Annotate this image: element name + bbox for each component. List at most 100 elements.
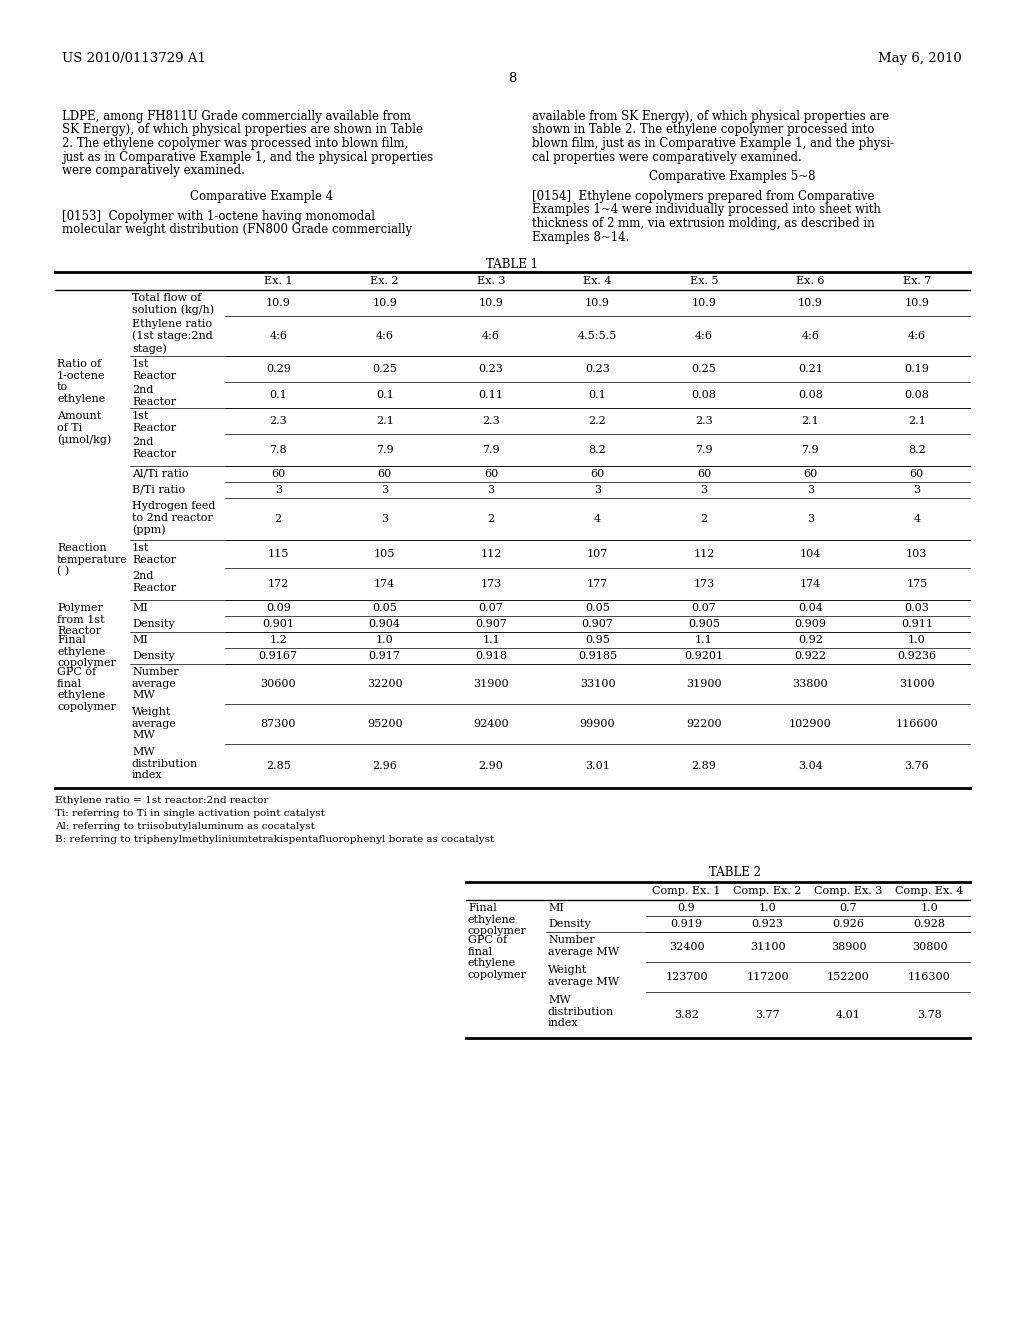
Text: 30800: 30800 [911, 942, 947, 952]
Text: 2.3: 2.3 [269, 416, 287, 426]
Text: 1st
Reactor: 1st Reactor [132, 359, 176, 380]
Text: 115: 115 [267, 549, 289, 558]
Text: 2.96: 2.96 [372, 762, 397, 771]
Text: 152200: 152200 [827, 972, 869, 982]
Text: 116300: 116300 [908, 972, 951, 982]
Text: Final
ethylene
copolymer: Final ethylene copolymer [468, 903, 527, 936]
Text: 0.1: 0.1 [269, 389, 287, 400]
Text: were comparatively examined.: were comparatively examined. [62, 164, 245, 177]
Text: 4.5:5.5: 4.5:5.5 [578, 331, 617, 341]
Text: 60: 60 [591, 469, 604, 479]
Text: 0.25: 0.25 [691, 364, 717, 374]
Text: 0.928: 0.928 [913, 919, 945, 929]
Text: Comp. Ex. 1: Comp. Ex. 1 [652, 886, 721, 896]
Text: Ti: referring to Ti in single activation point catalyst: Ti: referring to Ti in single activation… [55, 809, 325, 818]
Text: GPC of
final
ethylene
copolymer: GPC of final ethylene copolymer [57, 667, 116, 711]
Text: 0.07: 0.07 [691, 603, 717, 612]
Text: 7.9: 7.9 [482, 445, 500, 455]
Text: May 6, 2010: May 6, 2010 [879, 51, 962, 65]
Text: 1.2: 1.2 [269, 635, 287, 645]
Text: 173: 173 [693, 579, 715, 589]
Text: 10.9: 10.9 [478, 298, 504, 308]
Text: 107: 107 [587, 549, 608, 558]
Text: 0.7: 0.7 [840, 903, 857, 913]
Text: 0.92: 0.92 [798, 635, 823, 645]
Text: 0.907: 0.907 [475, 619, 507, 630]
Text: 173: 173 [480, 579, 502, 589]
Text: Density: Density [132, 619, 175, 630]
Text: Density: Density [132, 651, 175, 661]
Text: 3.76: 3.76 [904, 762, 929, 771]
Text: 8.2: 8.2 [908, 445, 926, 455]
Text: 102900: 102900 [788, 719, 831, 729]
Text: Comp. Ex. 3: Comp. Ex. 3 [814, 886, 883, 896]
Text: 7.9: 7.9 [376, 445, 393, 455]
Text: Density: Density [548, 919, 591, 929]
Text: 0.08: 0.08 [904, 389, 929, 400]
Text: 60: 60 [803, 469, 817, 479]
Text: [0153]  Copolymer with 1-octene having monomodal: [0153] Copolymer with 1-octene having mo… [62, 210, 375, 223]
Text: Ethylene ratio
(1st stage:2nd
stage): Ethylene ratio (1st stage:2nd stage) [132, 319, 213, 354]
Text: 0.23: 0.23 [478, 364, 504, 374]
Text: 0.926: 0.926 [833, 919, 864, 929]
Text: 103: 103 [906, 549, 928, 558]
Text: 2.2: 2.2 [589, 416, 606, 426]
Text: Weight
average MW: Weight average MW [548, 965, 620, 986]
Text: 1.0: 1.0 [759, 903, 776, 913]
Text: 0.29: 0.29 [266, 364, 291, 374]
Text: 4: 4 [913, 513, 921, 524]
Text: 0.909: 0.909 [795, 619, 826, 630]
Text: 0.1: 0.1 [376, 389, 393, 400]
Text: SK Energy), of which physical properties are shown in Table: SK Energy), of which physical properties… [62, 124, 423, 136]
Text: 3.78: 3.78 [918, 1010, 942, 1020]
Text: 3: 3 [381, 513, 388, 524]
Text: 4.01: 4.01 [836, 1010, 861, 1020]
Text: Hydrogen feed
to 2nd reactor
(ppm): Hydrogen feed to 2nd reactor (ppm) [132, 502, 215, 535]
Text: 0.19: 0.19 [904, 364, 929, 374]
Text: GPC of
final
ethylene
copolymer: GPC of final ethylene copolymer [468, 935, 527, 979]
Text: LDPE, among FH811U Grade commercially available from: LDPE, among FH811U Grade commercially av… [62, 110, 411, 123]
Text: Comparative Examples 5~8: Comparative Examples 5~8 [649, 170, 815, 183]
Text: Ethylene ratio = 1st reactor:2nd reactor: Ethylene ratio = 1st reactor:2nd reactor [55, 796, 268, 805]
Text: 0.911: 0.911 [901, 619, 933, 630]
Text: 0.9185: 0.9185 [578, 651, 617, 661]
Text: 0.05: 0.05 [585, 603, 610, 612]
Text: 32400: 32400 [669, 942, 705, 952]
Text: 0.21: 0.21 [798, 364, 823, 374]
Text: 0.09: 0.09 [266, 603, 291, 612]
Text: MI: MI [132, 635, 147, 645]
Text: 32200: 32200 [367, 678, 402, 689]
Text: Number
average
MW: Number average MW [132, 667, 178, 700]
Text: 0.918: 0.918 [475, 651, 507, 661]
Text: 0.1: 0.1 [589, 389, 606, 400]
Text: 123700: 123700 [666, 972, 708, 982]
Text: 3.04: 3.04 [798, 762, 823, 771]
Text: 105: 105 [374, 549, 395, 558]
Text: 33800: 33800 [793, 678, 828, 689]
Text: 10.9: 10.9 [904, 298, 929, 308]
Text: 2nd
Reactor: 2nd Reactor [132, 437, 176, 458]
Text: Ex. 7: Ex. 7 [902, 276, 931, 286]
Text: 8: 8 [508, 73, 516, 84]
Text: 0.04: 0.04 [798, 603, 823, 612]
Text: MI: MI [132, 603, 147, 612]
Text: 4:6: 4:6 [908, 331, 926, 341]
Text: 60: 60 [909, 469, 924, 479]
Text: 3: 3 [807, 513, 814, 524]
Text: Examples 1~4 were individually processed into sheet with: Examples 1~4 were individually processed… [532, 203, 881, 216]
Text: 2: 2 [274, 513, 282, 524]
Text: Examples 8~14.: Examples 8~14. [532, 231, 630, 243]
Text: B: referring to triphenylmethyliniumtetrakispentafluorophenyl borate as cocataly: B: referring to triphenylmethyliniumtetr… [55, 836, 495, 843]
Text: 0.95: 0.95 [585, 635, 610, 645]
Text: 10.9: 10.9 [691, 298, 717, 308]
Text: Ex. 3: Ex. 3 [477, 276, 505, 286]
Text: 33100: 33100 [580, 678, 615, 689]
Text: 0.9: 0.9 [678, 903, 695, 913]
Text: 3: 3 [381, 484, 388, 495]
Text: 3: 3 [807, 484, 814, 495]
Text: 0.922: 0.922 [795, 651, 826, 661]
Text: 87300: 87300 [260, 719, 296, 729]
Text: 99900: 99900 [580, 719, 615, 729]
Text: 0.11: 0.11 [478, 389, 504, 400]
Text: 174: 174 [800, 579, 821, 589]
